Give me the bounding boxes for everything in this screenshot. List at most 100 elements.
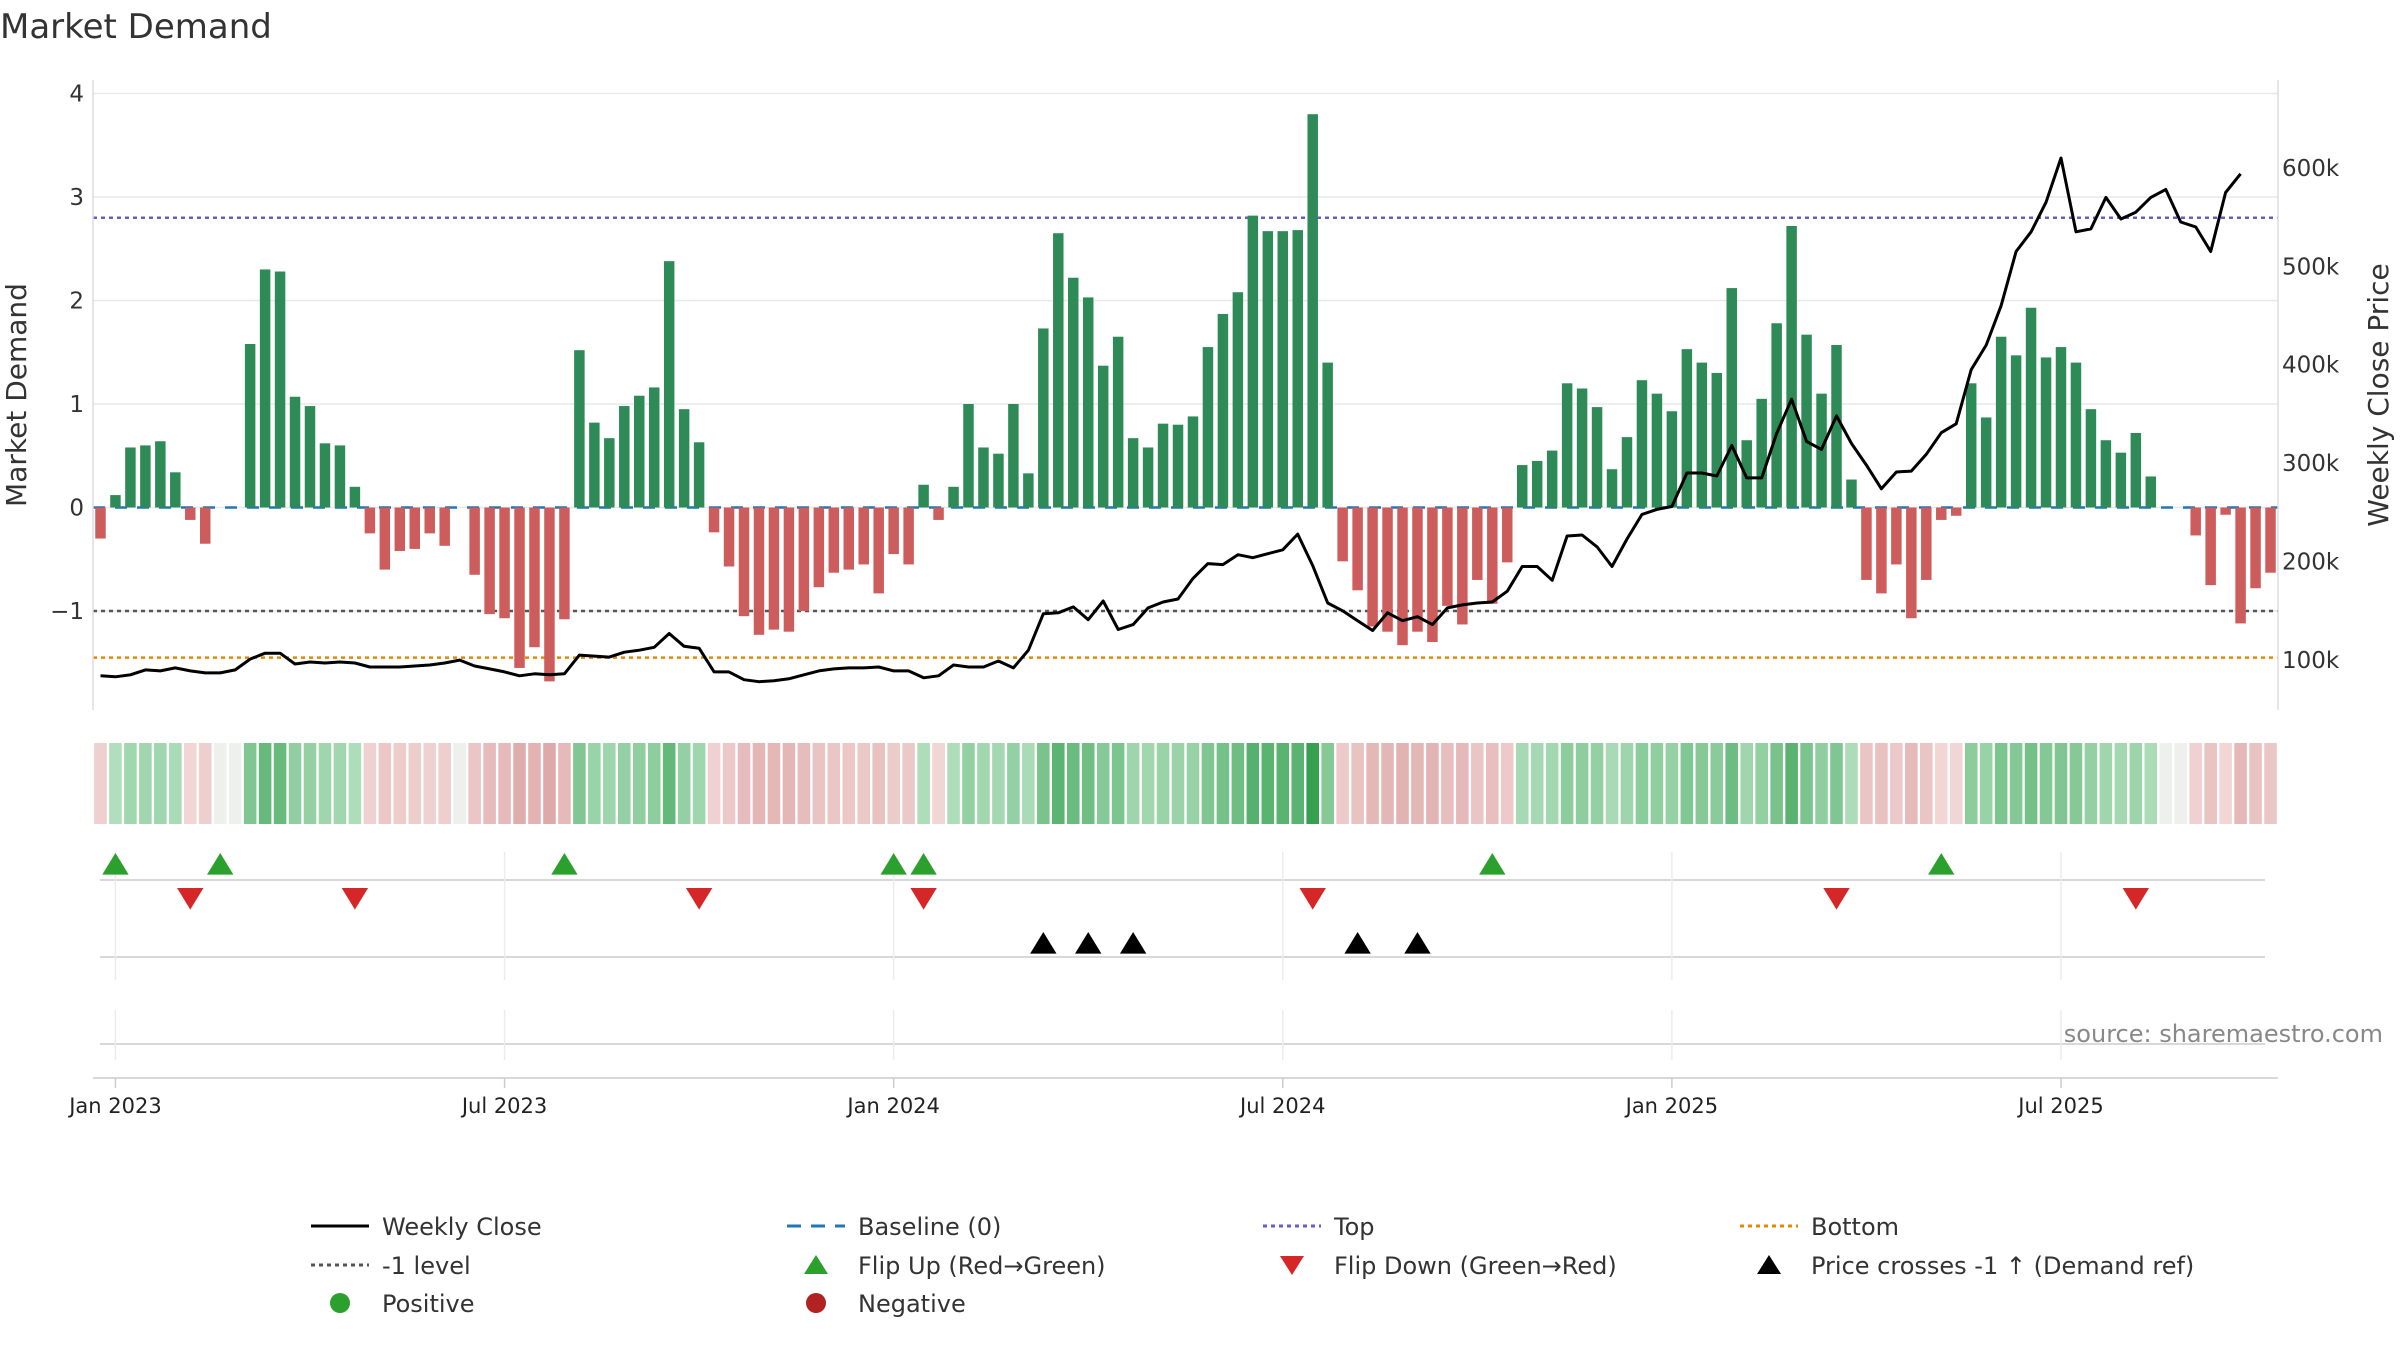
heat-strip-cell — [1755, 743, 1768, 824]
negative-demand-bar — [439, 507, 450, 546]
legend-swatch-triangle-up — [1757, 1255, 1781, 1274]
legend-item: Flip Down (Green→Red) — [1280, 1252, 1617, 1280]
heat-strip-cell — [1590, 743, 1604, 824]
heat-strip-cell — [872, 743, 885, 824]
flip-down-marker — [1823, 888, 1850, 910]
heat-strip-cell — [543, 743, 556, 824]
heat-strip-cell — [1426, 743, 1439, 824]
positive-demand-bar — [1217, 313, 1229, 508]
legend-label: Top — [1333, 1213, 1375, 1241]
heat-strip-cell — [1141, 743, 1155, 824]
positive-demand-bar — [1097, 365, 1109, 508]
heat-strip-cell — [2129, 743, 2143, 824]
heat-strip-cell — [1486, 743, 1499, 824]
heat-strip-cell — [139, 743, 152, 824]
heat-strip-cell — [183, 743, 197, 824]
positive-demand-bar — [1546, 450, 1558, 508]
heat-strip-cell — [827, 743, 841, 824]
heat-strip-cell — [1201, 743, 1215, 824]
legend-label: Negative — [858, 1290, 966, 1318]
negative-demand-bar — [1876, 507, 1887, 594]
heat-strip-cell — [2039, 743, 2053, 824]
heat-strip-cell — [1186, 743, 1200, 824]
y-left-tick-label: 3 — [69, 185, 84, 211]
positive-demand-bar — [2010, 355, 2022, 508]
heat-strip-cell — [1276, 743, 1290, 824]
positive-demand-bar — [634, 395, 645, 508]
heat-strip-cell — [992, 743, 1005, 824]
heat-strip-cell — [318, 743, 332, 824]
positive-demand-bar — [1038, 328, 1049, 508]
negative-demand-bar — [424, 507, 435, 534]
heat-strip-cell — [2069, 743, 2083, 824]
negative-demand-bar — [1457, 507, 1468, 625]
positive-demand-bar — [2130, 432, 2142, 508]
positive-demand-bar — [2040, 357, 2052, 508]
heat-strip-cell — [1126, 743, 1140, 824]
positive-demand-bar — [1771, 323, 1782, 508]
heat-strip-cell — [977, 743, 990, 824]
heat-strip-cell — [1710, 743, 1724, 824]
negative-demand-bar — [514, 507, 525, 668]
positive-demand-bar — [1651, 393, 1663, 508]
negative-demand-bar — [529, 507, 540, 648]
positive-demand-bar — [125, 447, 136, 508]
heat-strip-cell — [273, 743, 287, 824]
x-tick-label: Jul 2024 — [1238, 1094, 1325, 1118]
positive-demand-bar — [2100, 440, 2112, 508]
heat-strip-cell — [1321, 743, 1334, 824]
negative-demand-bar — [1352, 507, 1363, 591]
negative-demand-bar — [1337, 507, 1348, 562]
negative-demand-bar — [843, 507, 855, 570]
legend-swatch-circle — [806, 1293, 826, 1313]
heat-strip-cell — [1890, 743, 1903, 824]
heat-strip-cell — [2099, 743, 2113, 824]
x-tick-label: Jul 2023 — [460, 1094, 547, 1118]
y-right-tick-label: 300k — [2282, 451, 2340, 477]
heat-strip-cell — [333, 743, 347, 824]
heat-strip-cell — [1096, 743, 1110, 824]
heat-strip-cell — [1920, 743, 1933, 824]
flip-up-marker — [551, 853, 578, 875]
heat-strip-cell — [378, 743, 392, 824]
positive-demand-bar — [1741, 440, 1752, 508]
positive-demand-bar — [2145, 476, 2157, 508]
y-left-tick-label: 0 — [69, 496, 84, 522]
weekly-close-line — [100, 156, 2242, 684]
positive-demand-bar — [1726, 288, 1737, 508]
price-cross-marker — [1119, 932, 1147, 954]
heat-strip-cell — [513, 743, 526, 824]
heat-strip-cell — [243, 743, 257, 824]
y-right-tick-label: 600k — [2282, 156, 2340, 182]
negative-demand-bar — [394, 507, 406, 551]
heat-strip-cell — [2114, 743, 2128, 824]
positive-demand-bar — [918, 484, 929, 508]
heat-strip-cell — [2144, 743, 2158, 824]
heat-strip-cell — [468, 743, 481, 824]
negative-demand-bar — [933, 507, 944, 520]
negative-demand-bar — [1382, 507, 1393, 632]
positive-demand-bar — [1322, 362, 1333, 508]
positive-demand-bar — [2115, 452, 2127, 508]
negative-demand-bar — [738, 507, 750, 617]
negative-demand-bar — [2235, 507, 2246, 624]
positive-demand-bar — [1786, 225, 1797, 508]
negative-demand-bar — [499, 507, 510, 619]
negative-demand-bar — [379, 507, 391, 570]
negative-demand-bar — [2265, 507, 2276, 573]
positive-demand-bar — [259, 269, 271, 508]
heat-strip-cell — [842, 743, 856, 824]
heat-strip-cell — [1156, 743, 1170, 824]
positive-demand-bar — [1157, 423, 1169, 508]
heat-strip-cell — [1396, 743, 1409, 824]
heat-strip-cell — [707, 743, 721, 824]
negative-demand-bar — [95, 507, 106, 539]
heat-strip-cell — [94, 743, 107, 824]
heat-strip-cell — [1246, 743, 1260, 824]
heat-strip-cell — [1830, 743, 1843, 824]
y-right-tick-label: 400k — [2282, 353, 2340, 379]
heat-strip-cell — [632, 743, 646, 824]
heat-strip-cell — [2009, 743, 2023, 824]
positive-demand-bar — [678, 409, 690, 508]
